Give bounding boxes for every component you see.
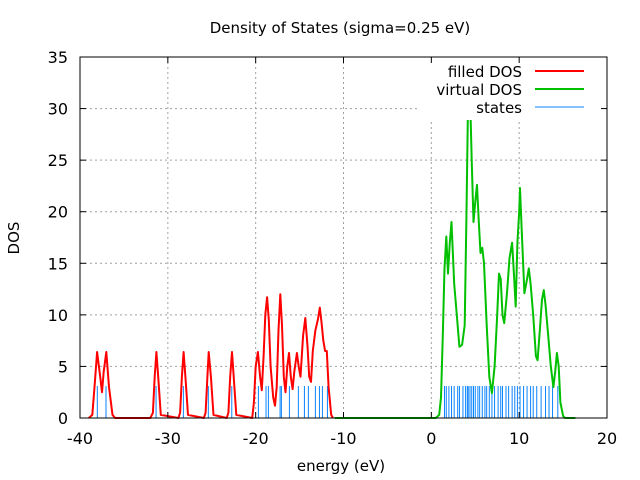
states-sticks [96, 386, 559, 418]
y-tick-label: 15 [48, 254, 68, 273]
x-axis-label: energy (eV) [297, 457, 385, 475]
x-tick-label: -10 [330, 429, 356, 448]
y-tick-label: 0 [58, 409, 68, 428]
chart-title: Density of States (sigma=0.25 eV) [210, 19, 471, 37]
y-tick-label: 10 [48, 306, 68, 325]
legend-label-states: states [476, 99, 522, 117]
y-tick-label: 20 [48, 203, 68, 222]
legend: filled DOS virtual DOS states [420, 58, 606, 120]
y-tick-label: 35 [48, 48, 68, 67]
x-tick-label: 10 [509, 429, 529, 448]
x-tick-label: 20 [597, 429, 617, 448]
y-tick-label: 5 [58, 357, 68, 376]
filled-dos-line [88, 293, 334, 419]
x-tick-label: -40 [67, 429, 93, 448]
y-tick-label: 25 [48, 151, 68, 170]
x-tick-label: 0 [426, 429, 436, 448]
y-tick-label: 30 [48, 100, 68, 119]
virtual-dos-line [334, 83, 576, 419]
x-tick-label: -30 [155, 429, 181, 448]
x-tick-label: -20 [243, 429, 269, 448]
legend-label-filled: filled DOS [448, 63, 522, 81]
dos-curves [88, 83, 576, 419]
y-axis-label: DOS [5, 222, 23, 255]
axis-ticks: -40 -30 -20 -10 0 10 20 0 5 10 15 20 25 30 35 [48, 48, 618, 448]
legend-label-virtual: virtual DOS [436, 81, 522, 99]
